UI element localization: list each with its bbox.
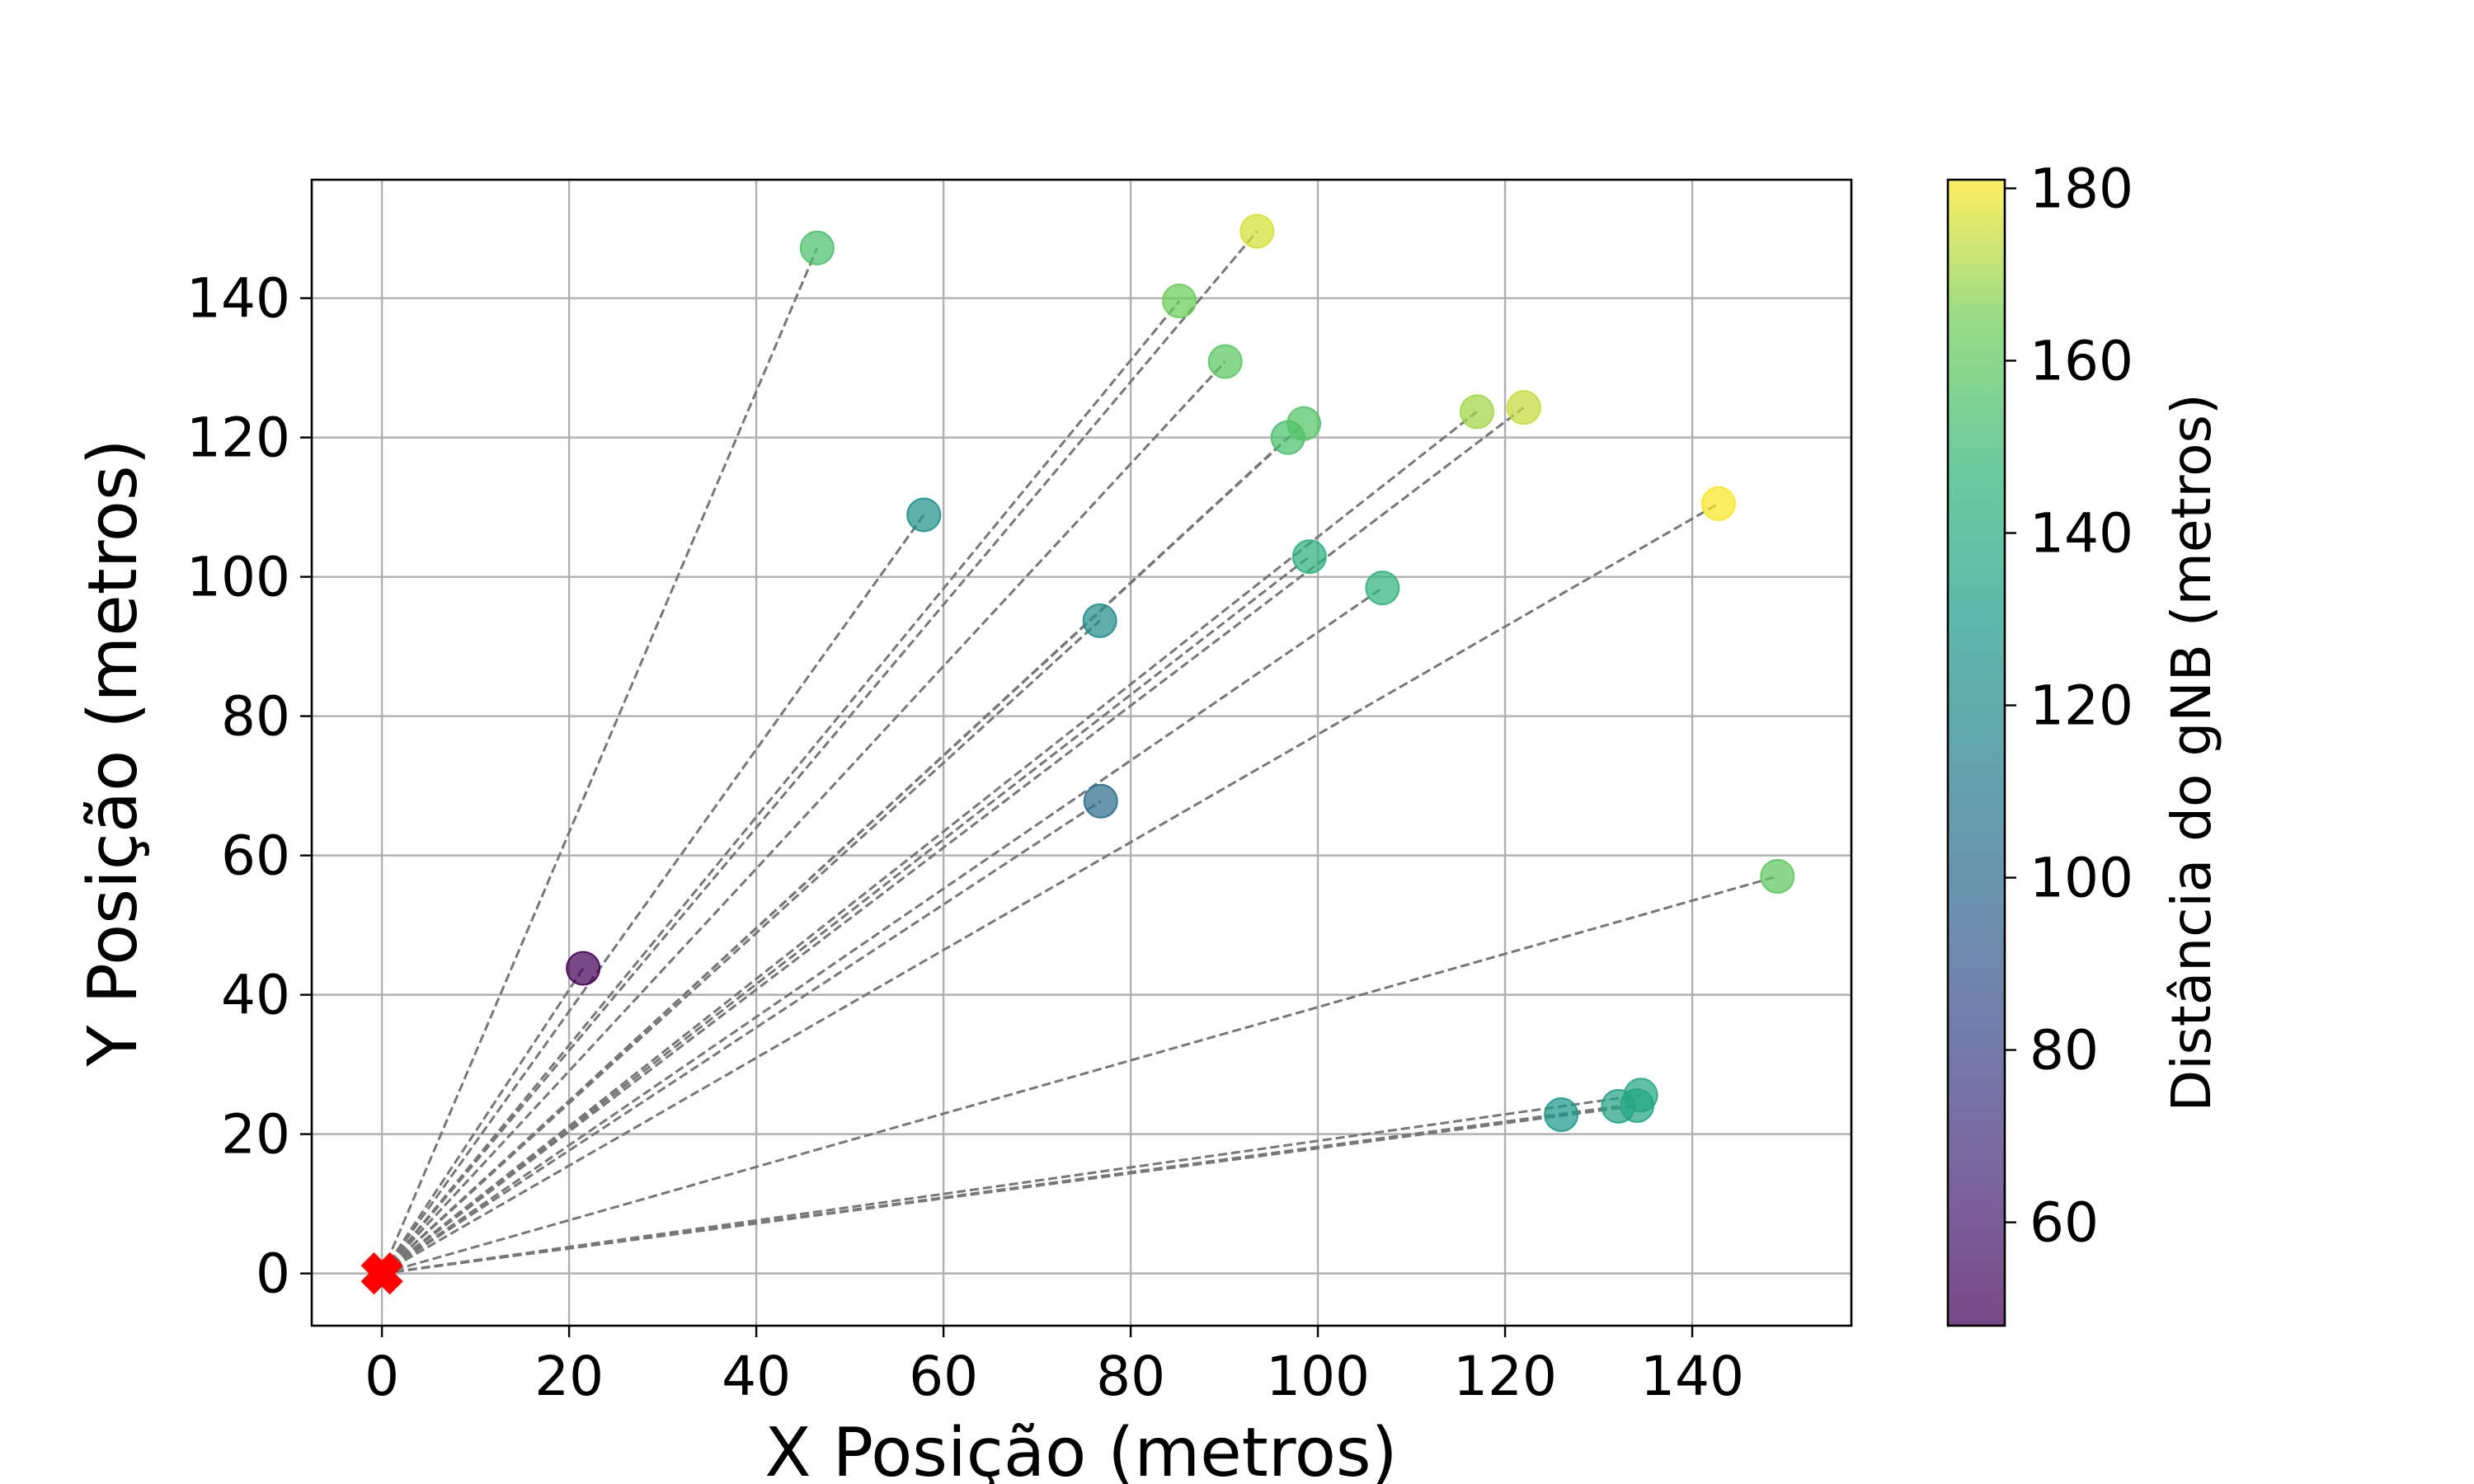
ue-point <box>1506 390 1541 425</box>
x-axis-label: X Posição (metros) <box>764 1414 1397 1484</box>
ue-point <box>1365 571 1400 606</box>
gnb-x-marker <box>360 1252 403 1295</box>
connection-line <box>380 514 925 1275</box>
connection-line <box>381 875 1778 1275</box>
ue-point <box>1291 539 1327 575</box>
x-tick-label: 80 <box>1096 1345 1165 1408</box>
ue-point <box>906 497 942 533</box>
ue-point <box>1162 284 1197 319</box>
connection-line <box>381 1093 1641 1275</box>
y-axis-ticks: 0 20 40 60 80 100 120 140 <box>186 267 312 1306</box>
colorbar-tick-label: 140 <box>2030 501 2133 565</box>
colorbar-tick-label: 160 <box>2030 329 2133 392</box>
grid-lines <box>312 180 1851 1326</box>
connection-lines <box>380 230 1778 1275</box>
y-axis-label: Y Posição (metros) <box>74 439 153 1067</box>
ue-point <box>799 230 835 265</box>
colorbar-frame <box>1946 178 2006 1327</box>
connection-line <box>381 360 1226 1275</box>
y-tick-label: 60 <box>221 824 290 888</box>
x-tick-label: 60 <box>909 1345 978 1408</box>
connection-line <box>381 406 1525 1275</box>
y-tick-label: 80 <box>221 685 290 749</box>
connection-line <box>381 502 1719 1275</box>
x-tick-label: 140 <box>1640 1345 1744 1408</box>
y-tick-label: 100 <box>186 546 290 609</box>
y-tick-label: 40 <box>221 964 290 1027</box>
colorbar-tick-label: 60 <box>2030 1191 2099 1255</box>
colorbar-tick-label: 120 <box>2030 674 2133 738</box>
colorbar-tick-label: 180 <box>2030 157 2133 220</box>
ue-point <box>1460 394 1495 430</box>
x-tick-label: 40 <box>722 1345 791 1408</box>
connection-line <box>381 422 1305 1275</box>
y-tick-label: 20 <box>221 1103 290 1167</box>
connection-line <box>381 555 1310 1275</box>
y-tick-label: 140 <box>186 267 290 331</box>
x-tick-label: 100 <box>1266 1345 1370 1408</box>
y-tick-label: 0 <box>256 1242 290 1306</box>
ue-points <box>566 214 1795 1132</box>
connection-line <box>380 247 819 1275</box>
x-axis-ticks: 0 20 40 60 80 100 120 140 <box>365 1326 1744 1408</box>
ue-point <box>1544 1097 1579 1132</box>
ue-point <box>1760 858 1795 894</box>
colorbar-ticks: 60 80 100 120 140 160 180 <box>2005 157 2133 1255</box>
ue-point <box>1700 486 1736 521</box>
colorbar-tick-label: 100 <box>2030 847 2133 910</box>
ue-point <box>566 951 601 986</box>
connection-line <box>380 300 1181 1275</box>
ue-point <box>1083 783 1118 819</box>
plot-frame <box>310 178 1853 1327</box>
ue-point <box>1207 344 1243 379</box>
connection-line <box>381 586 1384 1275</box>
colorbar <box>1948 180 2005 1326</box>
ue-point <box>1082 603 1117 638</box>
colorbar-tick-label: 80 <box>2030 1019 2099 1082</box>
ue-point <box>1286 406 1322 441</box>
ue-point <box>1623 1078 1658 1113</box>
connection-line <box>380 967 585 1275</box>
x-tick-label: 20 <box>534 1345 604 1408</box>
connection-line <box>381 800 1102 1275</box>
connection-line <box>380 230 1258 1275</box>
ue-point <box>1239 214 1275 249</box>
connection-line <box>381 1104 1638 1275</box>
colorbar-label: Distância do gNB (metros) <box>2160 393 2223 1111</box>
gnb-marker <box>360 1252 403 1295</box>
x-tick-label: 120 <box>1453 1345 1557 1408</box>
y-tick-label: 120 <box>186 406 290 470</box>
x-tick-label: 0 <box>365 1345 399 1408</box>
